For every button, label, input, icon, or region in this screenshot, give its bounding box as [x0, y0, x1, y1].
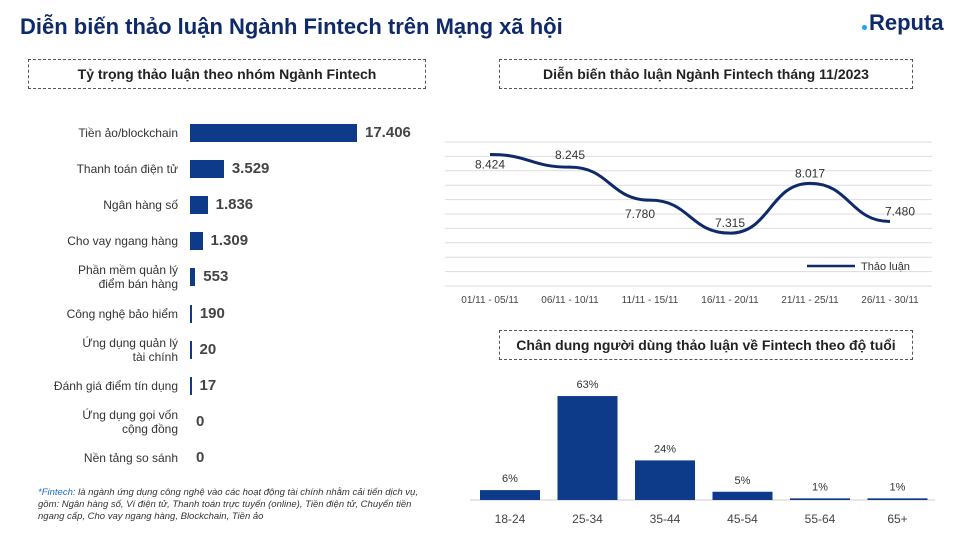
value-label: 190	[199, 304, 225, 322]
category-bar	[190, 376, 192, 395]
data-label: 7.480	[885, 204, 915, 218]
age-bar	[790, 498, 850, 500]
data-label: 8.424	[475, 157, 505, 171]
age-bar	[557, 396, 618, 500]
category-label-line: Nền tảng so sánh	[83, 450, 178, 465]
category-label-line: Ứng dụng quản lý	[82, 335, 178, 350]
category-bar	[190, 340, 192, 359]
category-label: Ngân hàng số	[20, 198, 178, 212]
category-bar	[190, 124, 357, 142]
category-label: Phần mềm quản lý điểm bán hàng	[20, 263, 178, 291]
x-tick-label: 21/11 - 25/11	[781, 295, 839, 306]
category-label-line: Ngân hàng số	[103, 198, 178, 213]
category-label: Nền tảng so sánh	[20, 451, 178, 465]
logo: Reputa	[862, 10, 944, 36]
category-bar	[190, 196, 208, 215]
data-label: 1%	[812, 481, 828, 493]
x-tick-label: 45-54	[727, 512, 758, 526]
category-label-line: Công nghệ bảo hiểm	[66, 306, 178, 321]
x-tick-label: 11/11 - 15/11	[622, 295, 679, 306]
data-label: 7.780	[625, 207, 655, 221]
series-line	[489, 152, 891, 235]
line-chart-title: Diễn biến thảo luận Ngành Fintech tháng …	[499, 59, 913, 89]
data-label: 1%	[890, 481, 906, 493]
value-label: 0	[196, 412, 205, 430]
value-label: 1.836	[215, 196, 254, 214]
page-title: Diễn biến thảo luận Ngành Fintech trên M…	[20, 14, 563, 39]
value-label: 3.529	[231, 160, 270, 178]
x-tick-label: 35-44	[650, 512, 681, 526]
value-label: 0	[196, 448, 205, 466]
value-label: 17	[199, 376, 217, 394]
category-bar	[190, 304, 192, 323]
logo-text: Reputa	[869, 10, 944, 35]
category-label-line: Cho vay ngang hàng	[67, 234, 178, 249]
data-label: 63%	[576, 379, 598, 391]
category-label-line: Thanh toán điện tử	[76, 162, 178, 177]
category-bar	[190, 232, 203, 251]
footnote-text: là ngành ứng dụng công nghệ vào các hoạt…	[38, 487, 418, 522]
category-label-line: điểm bán hàng	[98, 277, 178, 292]
footnote-term: *Fintech:	[38, 487, 76, 498]
category-label: Ứng dụng gọi vốn cộng đồng	[20, 408, 178, 436]
x-tick-label: 25-34	[572, 512, 603, 526]
category-label-line: cộng đồng	[121, 421, 178, 436]
category-bar	[190, 268, 196, 287]
data-label: 5%	[735, 475, 751, 487]
category-label: Tiền ảo/blockchain	[20, 126, 178, 140]
category-label: Cho vay ngang hàng	[20, 234, 178, 248]
data-label: 7.315	[715, 216, 745, 230]
data-label: 8.245	[555, 148, 585, 162]
x-tick-label: 26/11 - 30/11	[861, 295, 919, 306]
age-bar	[867, 498, 928, 500]
x-tick-label: 01/11 - 05/11	[461, 295, 519, 306]
value-label: 1.309	[210, 232, 249, 250]
category-label: Công nghệ bảo hiểm	[20, 307, 178, 321]
category-label-line: Đánh giá điểm tín dụng	[53, 378, 178, 393]
age-bar	[480, 490, 540, 500]
x-tick-label: 55-64	[805, 512, 836, 526]
age-chart-title: Chân dung người dùng thảo luận về Fintec…	[499, 330, 913, 360]
fintech-footnote: *Fintech: là ngành ứng dụng công nghệ và…	[38, 487, 438, 523]
category-label-line: Tiền ảo/blockchain	[78, 126, 178, 140]
value-label: 17.406	[365, 124, 411, 141]
data-label: 24%	[654, 443, 676, 455]
value-label: 553	[203, 268, 229, 286]
value-label: 20	[199, 340, 217, 358]
category-label: Ứng dụng quản lý tài chính	[20, 336, 178, 364]
data-label: 6%	[502, 473, 518, 485]
x-tick-label: 16/11 - 20/11	[701, 295, 759, 306]
x-tick-label: 06/11 - 10/11	[541, 295, 599, 306]
category-label-line: Phần mềm quản lý	[77, 263, 178, 278]
category-bar	[190, 160, 224, 179]
category-label-line: tài chính	[132, 349, 178, 364]
category-label: Thanh toán điện tử	[20, 162, 178, 176]
category-label: Đánh giá điểm tín dụng	[20, 379, 178, 393]
x-tick-label: 18-24	[495, 512, 526, 526]
bar-chart-title: Tỷ trọng thảo luận theo nhóm Ngành Finte…	[28, 59, 426, 89]
category-label-line: Ứng dụng gọi vốn	[82, 407, 178, 422]
age-bar	[635, 460, 695, 500]
legend-label: Thảo luận	[861, 261, 910, 273]
logo-dot-icon	[862, 25, 867, 30]
x-tick-label: 65+	[887, 512, 907, 526]
age-bar	[712, 491, 773, 500]
data-label: 8.017	[795, 166, 825, 180]
